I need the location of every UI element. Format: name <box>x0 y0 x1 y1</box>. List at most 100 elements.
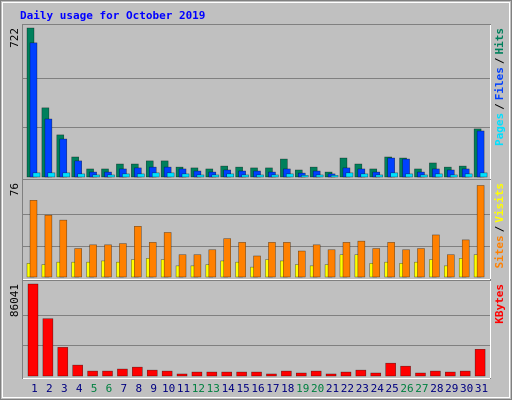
bar <box>27 283 39 377</box>
panel <box>22 24 491 180</box>
bar <box>286 173 294 178</box>
legend-entry: Visits <box>493 183 506 223</box>
x-tick-label: 24 <box>371 382 385 395</box>
y-tick-label: 86041 <box>8 284 21 317</box>
bar <box>163 232 172 278</box>
bar <box>476 185 485 278</box>
bar <box>355 369 367 377</box>
x-tick-label: 21 <box>326 382 339 395</box>
bar <box>298 250 306 278</box>
bar <box>87 370 98 377</box>
bar <box>211 174 220 178</box>
x-tick-label: 13 <box>207 382 220 395</box>
bar <box>134 226 142 278</box>
bar <box>315 174 324 178</box>
bar <box>312 244 321 278</box>
bar <box>151 172 160 178</box>
bar <box>29 42 38 178</box>
bar <box>146 369 158 377</box>
bar <box>132 366 143 377</box>
bar <box>74 248 82 278</box>
bar <box>176 373 188 377</box>
bar <box>57 347 69 377</box>
bar <box>387 242 395 278</box>
bar <box>390 172 398 178</box>
bar <box>476 130 485 178</box>
bar <box>89 244 97 278</box>
bar <box>59 219 68 278</box>
x-tick-label: 7 <box>121 382 128 395</box>
x-tick-label: 3 <box>61 382 68 395</box>
bar <box>342 242 351 278</box>
legend-separator: / <box>493 103 506 110</box>
bar <box>226 173 234 178</box>
bar <box>251 371 262 377</box>
legend-entry: Files <box>493 67 506 100</box>
x-tick-label: 18 <box>281 382 294 395</box>
bar <box>122 173 130 178</box>
legend-entry: KBytes <box>493 284 506 324</box>
x-tick-label: 30 <box>460 382 473 395</box>
bar <box>459 370 471 377</box>
x-tick-label: 12 <box>192 382 205 395</box>
x-tick-label: 4 <box>76 382 83 395</box>
bar <box>44 214 53 278</box>
bar <box>208 249 217 278</box>
bar <box>330 175 339 178</box>
bar <box>32 172 41 178</box>
bar <box>137 173 145 178</box>
bar <box>148 242 157 278</box>
bar <box>72 364 83 377</box>
x-tick-label: 5 <box>91 382 98 395</box>
x-tick-label: 1 <box>31 382 38 395</box>
bar <box>119 243 127 278</box>
bar <box>400 365 411 377</box>
x-tick-label: 8 <box>135 382 142 395</box>
bar <box>161 370 173 377</box>
chart-title: Daily usage for October 2019 <box>20 9 205 22</box>
x-tick-label: 2 <box>46 382 53 395</box>
bar <box>221 371 232 377</box>
bar <box>464 173 473 178</box>
legend-separator: / <box>493 57 506 64</box>
bar <box>59 138 68 178</box>
bar <box>236 371 247 377</box>
x-tick-label: 28 <box>430 382 443 395</box>
bar <box>435 173 443 178</box>
bar <box>178 254 187 278</box>
bar <box>325 373 337 377</box>
x-tick-label: 29 <box>445 382 458 395</box>
bar <box>479 172 488 178</box>
bar <box>461 239 470 278</box>
x-tick-label: 25 <box>386 382 399 395</box>
bar <box>223 238 231 278</box>
panel <box>22 280 491 379</box>
x-tick-label: 20 <box>311 382 324 395</box>
x-tick-label: 14 <box>222 382 236 395</box>
bar <box>432 234 440 278</box>
x-tick-label: 16 <box>251 382 264 395</box>
legend: KBytes <box>493 284 506 324</box>
legend-separator: / <box>493 225 506 232</box>
bar <box>117 368 128 377</box>
bar <box>62 172 71 178</box>
bar <box>310 370 322 377</box>
x-tick-label: 17 <box>266 382 279 395</box>
bar <box>283 242 291 278</box>
bar <box>430 370 441 377</box>
legend: Pages / Files / Hits <box>493 28 506 146</box>
bar <box>107 174 115 178</box>
x-tick-label: 6 <box>106 382 113 395</box>
x-tick-label: 22 <box>341 382 354 395</box>
bar <box>360 173 369 178</box>
x-tick-label: 19 <box>296 382 309 395</box>
bar <box>385 362 396 377</box>
bar <box>92 174 100 178</box>
bar <box>193 254 202 278</box>
bar <box>241 174 249 178</box>
bar <box>445 371 456 377</box>
bar <box>166 172 175 178</box>
bar <box>301 175 309 178</box>
